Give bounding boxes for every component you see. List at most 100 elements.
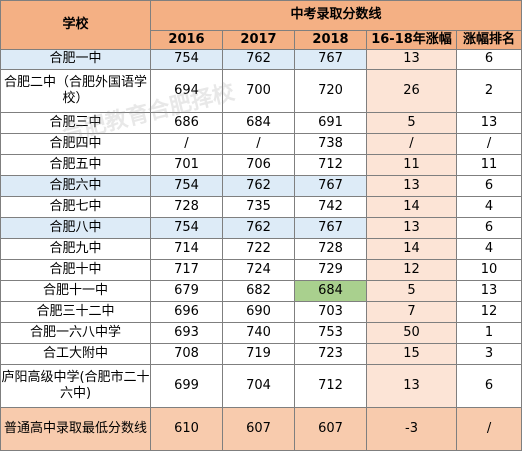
school-name: 普通高中录取最低分数线 <box>1 408 151 451</box>
rank-value: 13 <box>457 281 522 302</box>
school-name: 合肥三十二中 <box>1 302 151 323</box>
rank-value: 13 <box>457 113 522 134</box>
school-name: 合肥十一中 <box>1 281 151 302</box>
score-2018: 684 <box>295 281 367 302</box>
rank-value: 11 <box>457 155 522 176</box>
score-2016: 693 <box>151 323 223 344</box>
school-name: 合肥一中 <box>1 50 151 70</box>
score-2017: 706 <box>223 155 295 176</box>
school-name: 合肥七中 <box>1 197 151 218</box>
increase-value: 11 <box>367 155 457 176</box>
score-2018: 729 <box>295 260 367 281</box>
rank-value: 4 <box>457 239 522 260</box>
score-2016: 686 <box>151 113 223 134</box>
score-2016: 754 <box>151 218 223 239</box>
score-2018: 712 <box>295 155 367 176</box>
score-2016: 679 <box>151 281 223 302</box>
score-2017: / <box>223 134 295 155</box>
rank-value: 6 <box>457 365 522 408</box>
school-name: 合肥三中 <box>1 113 151 134</box>
rank-value: 3 <box>457 344 522 365</box>
table-row: 合肥八中 754 762 767 13 6 <box>1 218 522 239</box>
table-row: 庐阳高级中学(合肥市二十六中) 699 704 712 13 6 <box>1 365 522 408</box>
increase-value: 50 <box>367 323 457 344</box>
increase-value: 7 <box>367 302 457 323</box>
table-row: 合肥六中 754 762 767 13 6 <box>1 176 522 197</box>
score-2016: 754 <box>151 50 223 70</box>
increase-value: 14 <box>367 197 457 218</box>
score-2018: 712 <box>295 365 367 408</box>
score-2018: 607 <box>295 408 367 451</box>
increase-value: 15 <box>367 344 457 365</box>
table-row: 合肥九中 714 722 728 14 4 <box>1 239 522 260</box>
score-2017: 719 <box>223 344 295 365</box>
increase-value: / <box>367 134 457 155</box>
score-2017: 740 <box>223 323 295 344</box>
table-row: 合肥一中 754 762 767 13 6 <box>1 50 522 70</box>
score-2016: 610 <box>151 408 223 451</box>
school-header: 学校 <box>1 1 151 50</box>
score-2016: 717 <box>151 260 223 281</box>
score-group-header: 中考录取分数线 <box>151 1 522 31</box>
score-2017: 607 <box>223 408 295 451</box>
table-row: 合肥五中 701 706 712 11 11 <box>1 155 522 176</box>
score-2016: 714 <box>151 239 223 260</box>
increase-value: 5 <box>367 113 457 134</box>
table-row: 合肥三中 686 684 691 5 13 <box>1 113 522 134</box>
score-2017: 762 <box>223 50 295 70</box>
table-row: 合肥七中 728 735 742 14 4 <box>1 197 522 218</box>
school-name: 合肥六中 <box>1 176 151 197</box>
score-2018: 767 <box>295 176 367 197</box>
increase-value: 13 <box>367 50 457 70</box>
table-row: 合肥二中（合肥外国语学校） 694 700 720 26 2 <box>1 70 522 113</box>
table-row: 普通高中录取最低分数线 610 607 607 -3 / <box>1 408 522 451</box>
table-row: 合肥十一中 679 682 684 5 13 <box>1 281 522 302</box>
score-2016: 694 <box>151 70 223 113</box>
year-2017-header: 2017 <box>223 31 295 50</box>
rank-header: 涨幅排名 <box>457 31 522 50</box>
score-2016: 699 <box>151 365 223 408</box>
score-2017: 735 <box>223 197 295 218</box>
score-2018: 767 <box>295 218 367 239</box>
score-2018: 728 <box>295 239 367 260</box>
year-2018-header: 2018 <box>295 31 367 50</box>
increase-value: 5 <box>367 281 457 302</box>
rank-value: / <box>457 408 522 451</box>
table-row: 合肥一六八中学 693 740 753 50 1 <box>1 323 522 344</box>
rank-value: 1 <box>457 323 522 344</box>
increase-header: 16-18年涨幅 <box>367 31 457 50</box>
rank-value: 6 <box>457 176 522 197</box>
score-2018: 753 <box>295 323 367 344</box>
score-2017: 700 <box>223 70 295 113</box>
rank-value: 2 <box>457 70 522 113</box>
rank-value: 10 <box>457 260 522 281</box>
rank-value: 12 <box>457 302 522 323</box>
score-2017: 682 <box>223 281 295 302</box>
school-name: 合工大附中 <box>1 344 151 365</box>
score-2016: / <box>151 134 223 155</box>
increase-value: 13 <box>367 365 457 408</box>
score-2018: 767 <box>295 50 367 70</box>
score-2016: 696 <box>151 302 223 323</box>
score-2018: 720 <box>295 70 367 113</box>
score-2017: 724 <box>223 260 295 281</box>
score-2018: 723 <box>295 344 367 365</box>
score-2018: 742 <box>295 197 367 218</box>
table-row: 合工大附中 708 719 723 15 3 <box>1 344 522 365</box>
table-row: 合肥十中 717 724 729 12 10 <box>1 260 522 281</box>
score-2017: 684 <box>223 113 295 134</box>
rank-value: 6 <box>457 218 522 239</box>
score-table: 学校 中考录取分数线 2016 2017 2018 16-18年涨幅 涨幅排名 … <box>0 0 522 451</box>
table-row: 合肥三十二中 696 690 703 7 12 <box>1 302 522 323</box>
school-name: 合肥一六八中学 <box>1 323 151 344</box>
score-2017: 722 <box>223 239 295 260</box>
table-row: 合肥四中 / / 738 / / <box>1 134 522 155</box>
increase-value: 13 <box>367 218 457 239</box>
school-name: 合肥五中 <box>1 155 151 176</box>
score-2018: 738 <box>295 134 367 155</box>
school-name: 合肥二中（合肥外国语学校） <box>1 70 151 113</box>
school-name: 合肥四中 <box>1 134 151 155</box>
increase-value: 14 <box>367 239 457 260</box>
score-2018: 691 <box>295 113 367 134</box>
score-2017: 762 <box>223 176 295 197</box>
